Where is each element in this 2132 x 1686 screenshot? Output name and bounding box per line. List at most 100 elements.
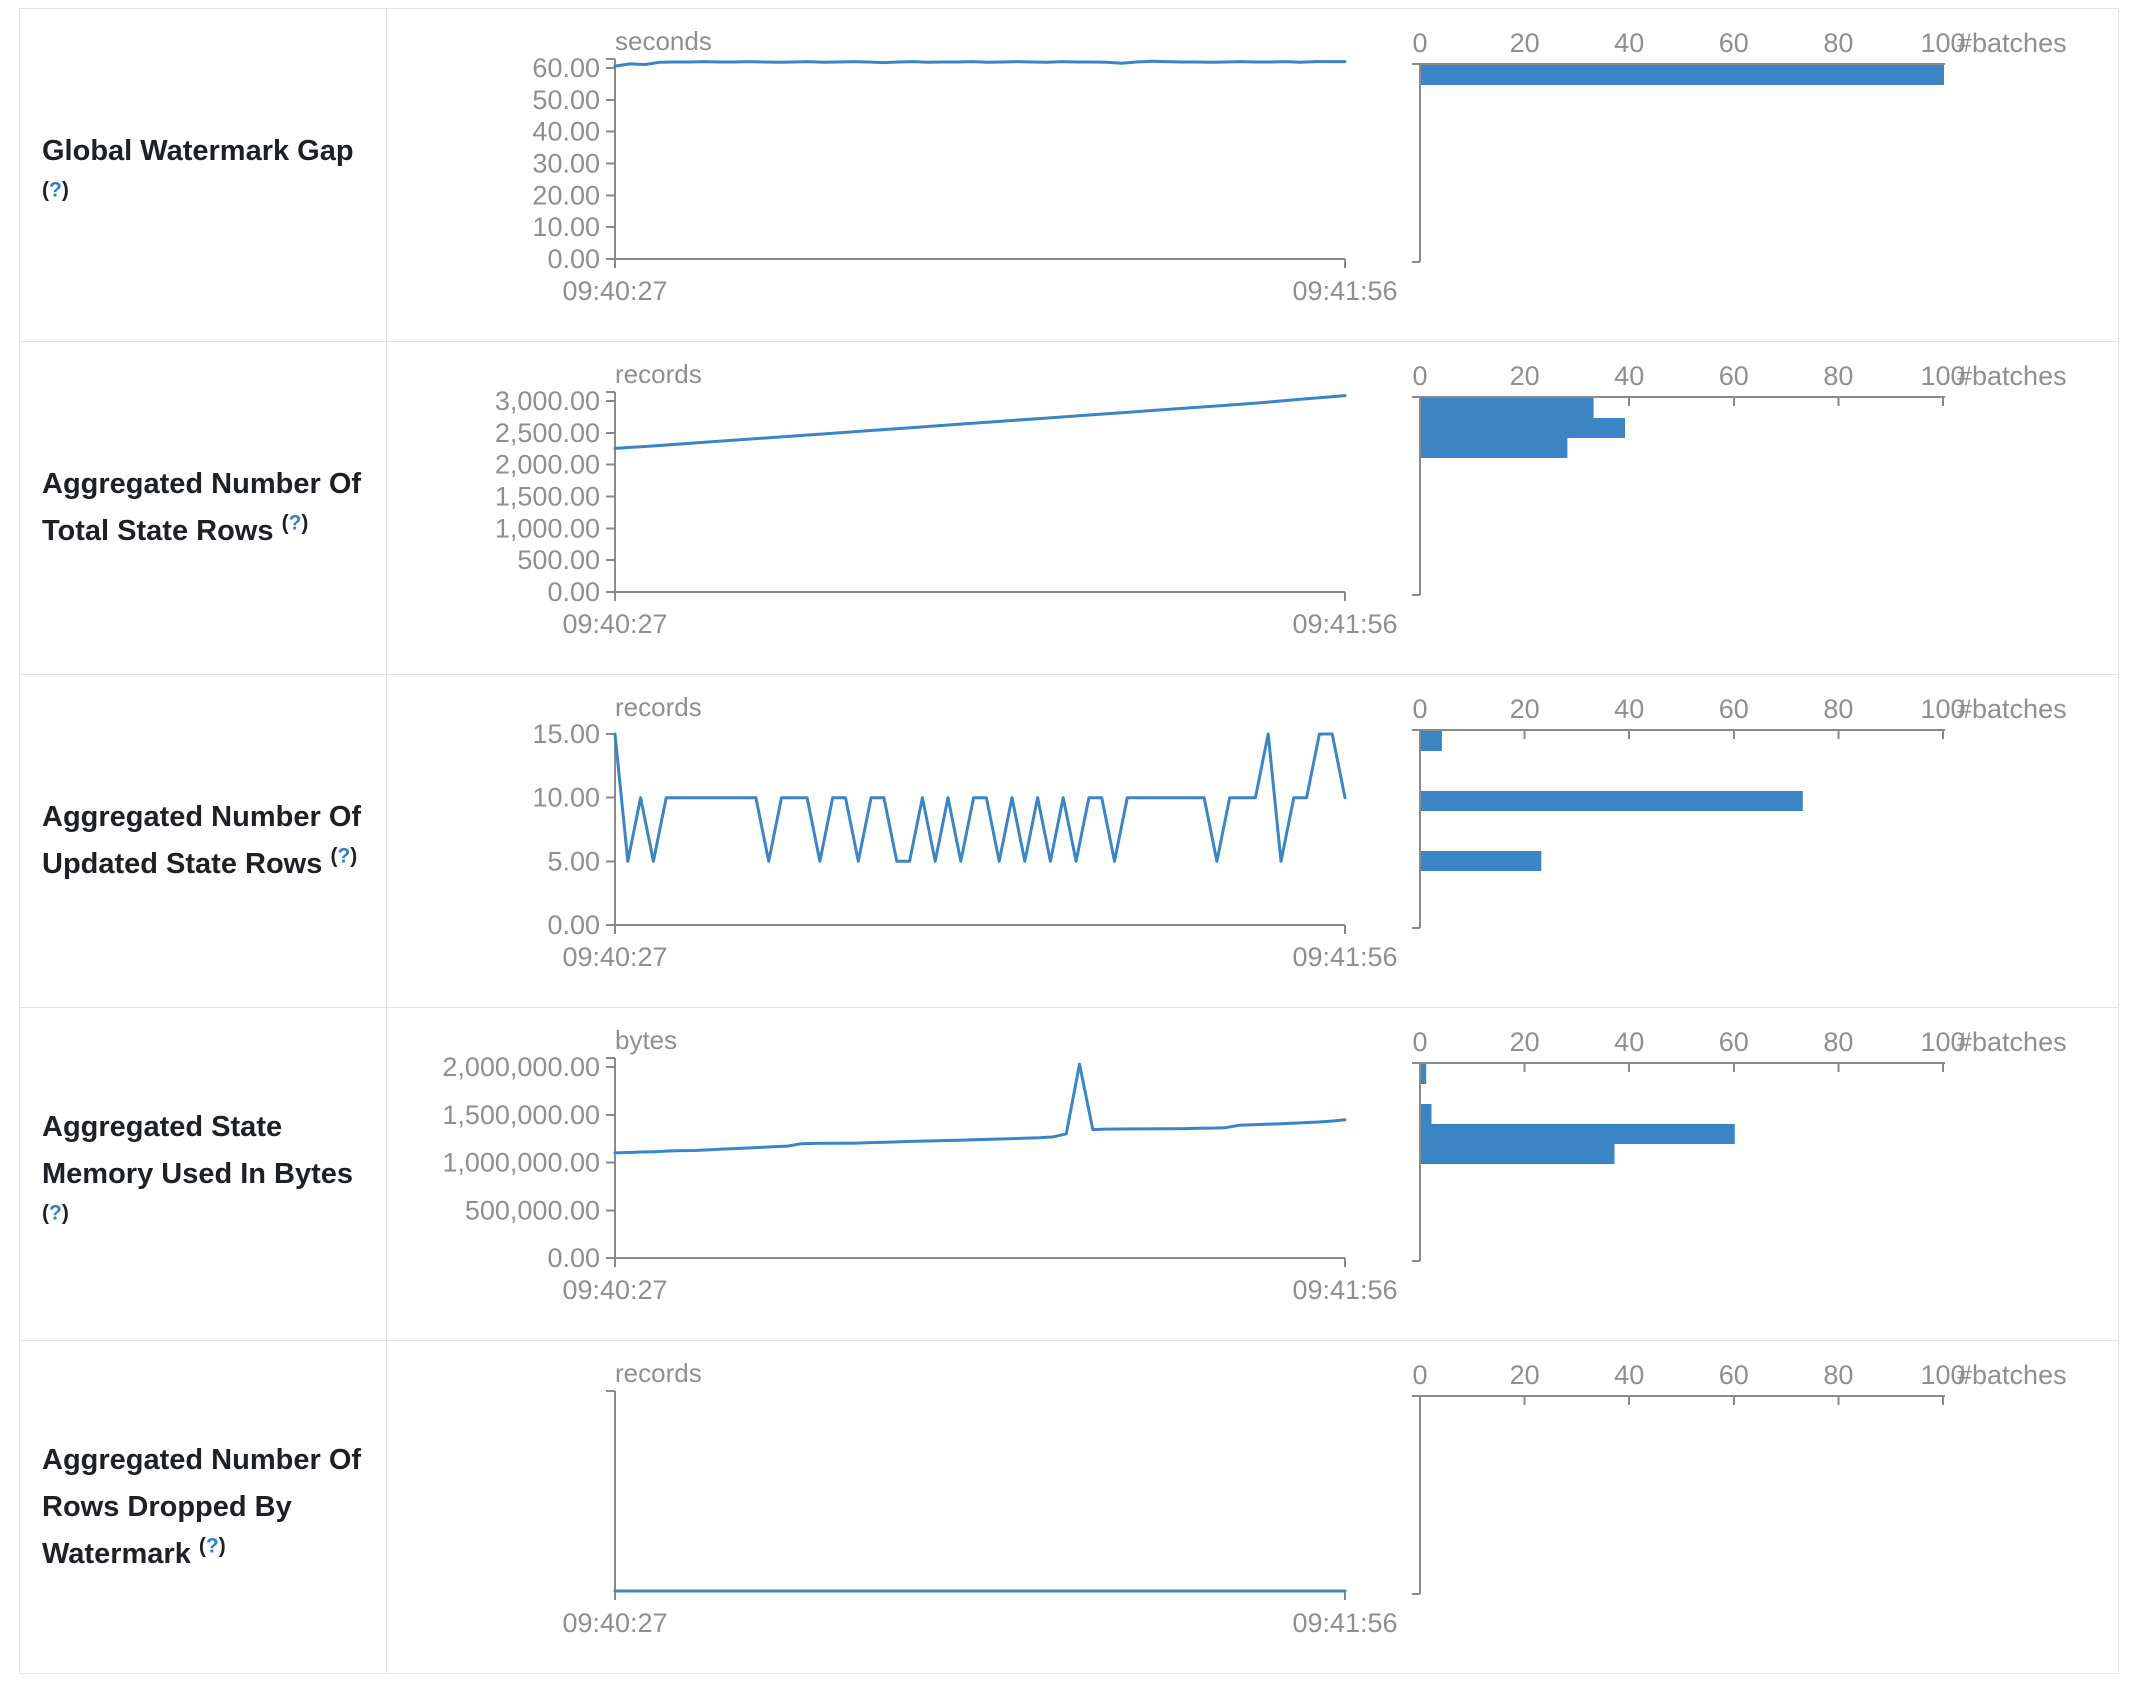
hist-tick-label: 40 (1614, 28, 1644, 58)
metric-label-cell: Aggregated State Memory Used In Bytes (?… (20, 1008, 387, 1340)
histogram-bar (1421, 398, 1594, 418)
help-link[interactable]: (?) (330, 844, 357, 867)
x-time-label-start: 09:40:27 (562, 942, 667, 972)
metric-name-text: Aggregated Number Of Rows Dropped By Wat… (42, 1443, 362, 1570)
metric-row: Global Watermark Gap (?) seconds 60.00 50.0… (20, 9, 2118, 342)
x-time-label-end: 09:41:56 (1292, 609, 1397, 639)
metric-name: Aggregated Number Of Total State Rows (?… (42, 461, 361, 555)
y-tick-label: 15.00 (532, 719, 600, 749)
hist-tick-label: 60 (1719, 694, 1749, 724)
y-tick-label: 500.00 (517, 545, 600, 575)
histogram-chart: 0 20 40 60 80 100#batches (1412, 694, 2067, 929)
metric-label-cell: Aggregated Number Of Total State Rows (?… (20, 342, 387, 674)
unit-label: records (615, 359, 702, 389)
y-tick-label: 2,000,000.00 (442, 1052, 600, 1082)
x-axis: 09:40:27 09:41:56 (562, 1257, 1398, 1305)
histogram-bar (1421, 1064, 1427, 1084)
histogram-axis: 0 20 40 60 80 100#batches (1412, 28, 2067, 263)
metric-name: Aggregated Number Of Updated State Rows … (42, 794, 361, 888)
histogram-bar (1421, 1144, 1615, 1164)
histogram-axis: 0 20 40 60 80 100#batches (1412, 694, 2067, 929)
timeline-series-line (613, 1062, 1347, 1155)
timeline-series-line (613, 732, 1347, 863)
help-link[interactable]: (?) (42, 1201, 69, 1224)
batches-axis-label: #batches (1957, 694, 2067, 724)
timeline-series-line (613, 59, 1347, 68)
metric-label-cell: Aggregated Number Of Updated State Rows … (20, 675, 387, 1007)
y-tick-label: 0.00 (547, 577, 600, 607)
help-question-mark[interactable]: ? (337, 844, 351, 868)
hist-tick-label: 0 (1412, 694, 1427, 724)
y-tick-label: 0.00 (547, 1243, 600, 1273)
y-tick-label: 10.00 (532, 212, 600, 242)
y-tick-label: 0.00 (547, 244, 600, 274)
hist-tick-label: 40 (1614, 1027, 1644, 1057)
y-tick-label: 20.00 (532, 180, 600, 210)
hist-tick-label: 60 (1719, 1027, 1749, 1057)
histogram-bar (1421, 418, 1625, 438)
histogram-bar (1421, 1104, 1432, 1124)
histogram-bar (1421, 438, 1568, 458)
hist-tick-label: 100 (1920, 1360, 1965, 1390)
x-time-label-start: 09:40:27 (562, 1608, 667, 1638)
hist-tick-label: 100 (1920, 1027, 1965, 1057)
unit-label: records (615, 692, 702, 722)
help-paren-close: ) (61, 178, 69, 202)
help-paren-open: ( (42, 1200, 49, 1224)
metric-name-text: Aggregated Number Of Updated State Rows (42, 801, 362, 880)
help-paren-open: ( (42, 178, 49, 202)
y-tick-label: 1,000,000.00 (442, 1148, 600, 1178)
hist-tick-label: 60 (1719, 1360, 1749, 1390)
help-paren-close: ) (61, 1200, 69, 1224)
batches-axis-label: #batches (1957, 361, 2067, 391)
help-question-mark[interactable]: ? (288, 511, 302, 535)
hist-tick-label: 20 (1510, 694, 1540, 724)
timeline-chart: records3,000.002,500.002,000.001,500.001… (495, 359, 1398, 639)
y-tick-label: 1,000.00 (495, 513, 600, 543)
x-axis: 09:40:27 09:41:56 (562, 924, 1398, 972)
hist-tick-label: 100 (1920, 694, 1965, 724)
hist-tick-label: 80 (1823, 694, 1853, 724)
metric-name: Aggregated Number Of Rows Dropped By Wat… (42, 1437, 361, 1578)
help-link[interactable]: (?) (199, 1534, 226, 1557)
help-question-mark[interactable]: ? (205, 1533, 219, 1557)
metric-label-cell: Global Watermark Gap (?) (20, 9, 387, 341)
y-tick-label: 10.00 (532, 783, 600, 813)
hist-tick-label: 0 (1412, 1360, 1427, 1390)
batches-axis-label: #batches (1957, 1360, 2067, 1390)
hist-tick-label: 60 (1719, 361, 1749, 391)
y-tick-label: 40.00 (532, 117, 600, 147)
help-paren-close: ) (218, 1533, 226, 1557)
histogram-chart: 0 20 40 60 80 100#batches (1412, 1027, 2067, 1262)
help-paren-open: ( (330, 844, 338, 868)
y-axis: 3,000.002,500.002,000.001,500.001,000.00… (495, 386, 616, 607)
x-time-label-start: 09:40:27 (562, 609, 667, 639)
help-question-mark[interactable]: ? (49, 1200, 62, 1224)
help-question-mark[interactable]: ? (49, 178, 62, 202)
histogram-axis: 0 20 40 60 80 100#batches (1412, 361, 2067, 596)
y-tick-label: 5.00 (547, 846, 600, 876)
y-axis (606, 1390, 616, 1591)
metric-name-text: Aggregated State Memory Used In Bytes (42, 1110, 354, 1190)
x-time-label-start: 09:40:27 (562, 276, 667, 306)
help-paren-close: ) (350, 844, 358, 868)
hist-tick-label: 80 (1823, 28, 1853, 58)
x-time-label-end: 09:41:56 (1292, 1608, 1397, 1638)
help-link[interactable]: (?) (42, 178, 69, 201)
metric-row: Aggregated Number Of Updated State Rows … (20, 675, 2118, 1008)
hist-tick-label: 40 (1614, 1360, 1644, 1390)
y-tick-label: 3,000.00 (495, 386, 600, 416)
histogram-chart: 0 20 40 60 80 100#batches (1412, 1360, 2067, 1595)
x-axis: 09:40:27 09:41:56 (562, 1590, 1398, 1638)
histogram-axis: 0 20 40 60 80 100#batches (1412, 1360, 2067, 1595)
help-link[interactable]: (?) (282, 511, 309, 534)
hist-tick-label: 0 (1412, 28, 1427, 58)
metric-row: Aggregated Number Of Rows Dropped By Wat… (20, 1341, 2118, 1673)
unit-label: records (615, 1358, 702, 1388)
hist-tick-label: 20 (1510, 361, 1540, 391)
x-time-label-end: 09:41:56 (1292, 942, 1397, 972)
hist-tick-label: 80 (1823, 1360, 1853, 1390)
timeline-series-line (613, 394, 1347, 450)
